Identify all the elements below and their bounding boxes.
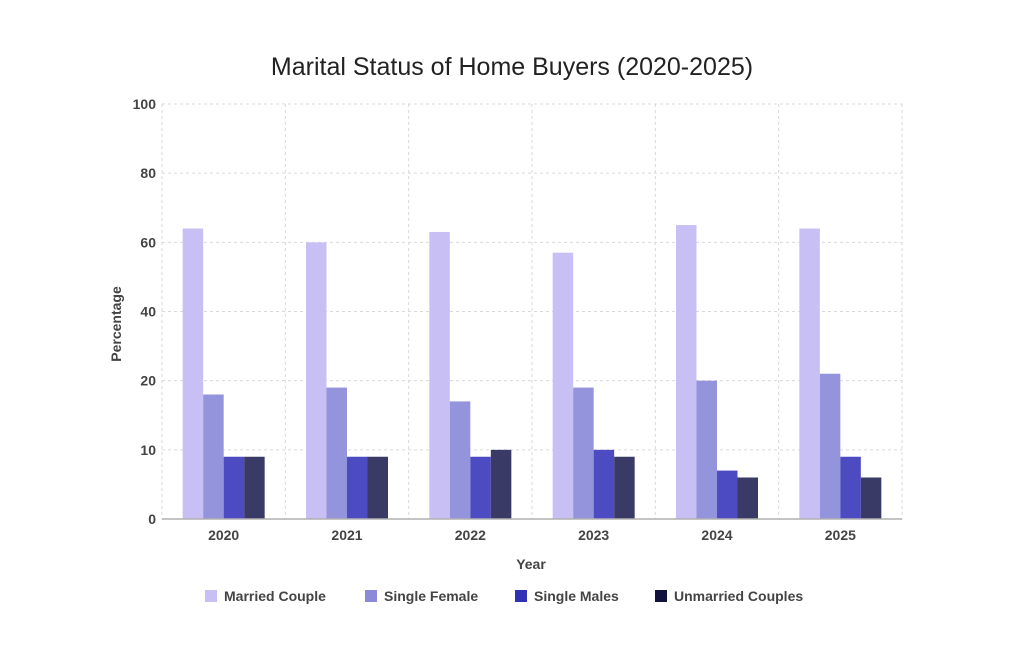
bar-married-couple-2024 <box>676 225 697 519</box>
bar-unmarried-couples-2020 <box>244 456 265 519</box>
x-tick-label: 2021 <box>331 527 362 543</box>
bar-unmarried-couples-2023 <box>614 456 635 519</box>
bar-single-males-2023 <box>593 449 615 519</box>
bar-unmarried-couples-2024 <box>737 477 758 519</box>
legend-label: Single Female <box>384 588 478 604</box>
legend: Married Couple Single Female Single Males U… <box>205 588 803 604</box>
bar-single-males-2024 <box>717 470 738 519</box>
y-tick-label: 20 <box>140 373 156 389</box>
legend-label: Married Couple <box>224 588 326 604</box>
x-tick-label: 2022 <box>455 527 486 543</box>
legend-label: Single Males <box>534 588 619 604</box>
bar-single-female-2025 <box>819 373 841 519</box>
bar-single-female-2020 <box>203 394 224 519</box>
x-tick-label: 2020 <box>208 527 239 543</box>
legend-swatch <box>205 590 217 602</box>
bar-married-couple-2023 <box>552 252 574 520</box>
x-tick-label: 2023 <box>578 527 609 543</box>
bar-married-couple-2020 <box>182 228 204 519</box>
bar-single-female-2021 <box>326 387 347 519</box>
bar-unmarried-couples-2022 <box>490 449 512 519</box>
legend-swatch <box>365 590 377 602</box>
bar-unmarried-couples-2021 <box>367 456 388 519</box>
x-axis-title: Year <box>516 556 546 572</box>
bar-single-males-2022 <box>470 456 491 519</box>
bar-single-males-2025 <box>840 456 861 519</box>
y-tick-label: 40 <box>140 304 156 320</box>
bar-single-males-2020 <box>223 456 245 519</box>
y-tick-label: 100 <box>133 96 157 112</box>
bars-layer <box>162 225 902 520</box>
y-axis-ticks: 0 10 20 40 60 80 100 <box>133 96 157 527</box>
bar-married-couple-2022 <box>429 231 450 520</box>
bar-single-female-2023 <box>573 387 594 519</box>
bar-married-couple-2021 <box>306 242 327 520</box>
bar-single-female-2024 <box>696 380 717 519</box>
legend-label: Unmarried Couples <box>674 588 803 604</box>
y-tick-label: 80 <box>140 165 156 181</box>
y-tick-label: 60 <box>140 234 156 250</box>
x-tick-label: 2024 <box>701 527 732 543</box>
bar-single-males-2021 <box>347 456 368 519</box>
x-axis-ticks: 2020 2021 2022 2023 2024 2025 <box>208 527 856 543</box>
legend-swatch <box>515 590 527 602</box>
legend-swatch <box>655 590 667 602</box>
grid-layer <box>161 103 903 519</box>
x-tick-label: 2025 <box>825 527 856 543</box>
y-tick-label: 0 <box>148 511 156 527</box>
chart-title: Marital Status of Home Buyers (2020-2025… <box>271 53 753 81</box>
bar-married-couple-2025 <box>799 228 820 519</box>
bar-single-female-2022 <box>449 401 471 519</box>
y-axis-title: Percentage <box>108 286 124 362</box>
bar-unmarried-couples-2025 <box>860 477 882 519</box>
y-tick-label: 10 <box>140 442 156 458</box>
